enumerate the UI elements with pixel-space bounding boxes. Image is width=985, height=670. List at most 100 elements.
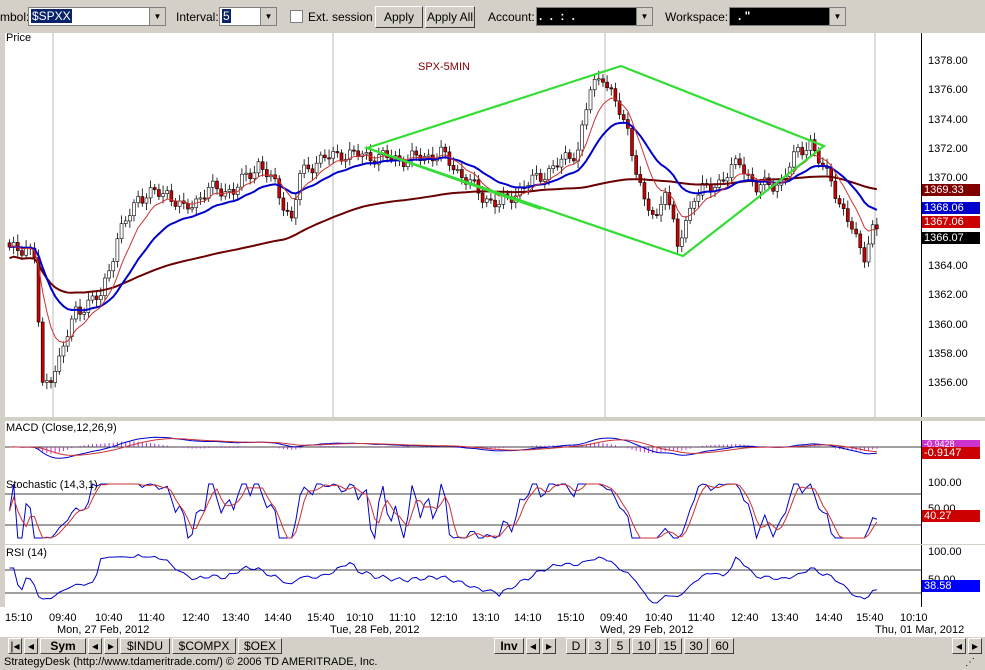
symbol-value[interactable]: $SPXX xyxy=(31,9,72,23)
rsi-chart[interactable] xyxy=(5,545,921,607)
prev-icon[interactable]: ◂ xyxy=(24,638,38,654)
chevron-down-icon[interactable]: ▼ xyxy=(149,8,165,25)
rsi-tick-100: 100.00 xyxy=(928,546,962,558)
time-tick-label: 15:40 xyxy=(856,612,884,624)
price-value-tag: 1366.07 xyxy=(922,232,980,244)
price-panel[interactable]: Price SPX-5MIN xyxy=(5,32,921,417)
candle-body xyxy=(559,158,564,168)
candle-body xyxy=(621,114,626,120)
tab-interval-3[interactable]: 3 xyxy=(588,638,608,654)
candle-body xyxy=(202,197,207,200)
time-tick-label: 14:40 xyxy=(815,612,843,624)
account-combo[interactable]: . . : . ▼ xyxy=(536,7,653,26)
candle-body xyxy=(837,198,842,205)
tab-oex[interactable]: $OEX xyxy=(238,638,282,654)
candle-body xyxy=(530,174,535,186)
chevron-down-icon[interactable]: ▼ xyxy=(260,8,276,25)
ext-session-checkbox[interactable] xyxy=(290,10,303,23)
price-tick: 1356.00 xyxy=(928,377,968,390)
candle-body xyxy=(584,109,589,126)
candle-body xyxy=(841,203,846,209)
tab-interval-60[interactable]: 60 xyxy=(710,638,734,654)
candle-body xyxy=(596,78,601,81)
time-axis xyxy=(0,607,985,637)
candle-body xyxy=(696,194,701,202)
candle-body xyxy=(870,224,875,245)
macd-chart[interactable] xyxy=(5,421,921,478)
candle-body xyxy=(729,164,734,179)
candle-body xyxy=(758,184,763,193)
candle-body xyxy=(709,184,713,192)
candle-body xyxy=(792,151,796,168)
tabs-scroll-left-icon[interactable]: ◂ xyxy=(952,638,966,654)
candle-body xyxy=(132,202,136,216)
tab-interval-5[interactable]: 5 xyxy=(610,638,630,654)
stochastic-panel[interactable]: Stochastic (14,3,1) xyxy=(5,478,921,544)
candle-body xyxy=(489,198,493,201)
candle-body xyxy=(646,198,651,211)
medium-moving-average-line xyxy=(9,121,878,312)
macd-panel[interactable]: MACD (Close,12,26,9) xyxy=(5,421,921,478)
time-tick-label: 10:10 xyxy=(346,612,374,624)
tab-inv[interactable]: Inv xyxy=(494,638,524,654)
candle-body xyxy=(152,187,157,190)
candle-body xyxy=(700,183,705,196)
rsi-panel[interactable]: RSI (14) xyxy=(5,545,921,607)
tab-interval-10[interactable]: 10 xyxy=(632,638,656,654)
stoch-tick-100: 100.00 xyxy=(928,477,962,489)
inv-prev-icon[interactable]: ◂ xyxy=(526,638,540,654)
diamond-pattern-outline xyxy=(363,64,827,258)
tab-compx[interactable]: $COMPX xyxy=(172,638,236,654)
tab-interval-d[interactable]: D xyxy=(566,638,586,654)
candle-body xyxy=(61,345,66,357)
symbol-combo[interactable]: $SPXX ▼ xyxy=(28,7,166,26)
prev-tab-icon[interactable]: ◂ xyxy=(88,638,102,654)
chevron-down-icon[interactable]: ▼ xyxy=(636,8,652,25)
tab-sym[interactable]: Sym xyxy=(40,638,86,654)
workspace-combo[interactable]: . " ▼ xyxy=(729,7,846,26)
candle-body xyxy=(53,371,57,383)
resize-grip-icon[interactable]: ⋰ xyxy=(965,657,975,668)
candle-body xyxy=(850,221,854,230)
short-moving-average-line xyxy=(9,97,877,343)
candle-body xyxy=(144,197,149,204)
candle-body xyxy=(605,81,609,89)
candle-body xyxy=(804,150,809,156)
macd-title: MACD (Close,12,26,9) xyxy=(6,422,117,434)
rsi-title: RSI (14) xyxy=(6,547,47,559)
interval-combo[interactable]: 5 ▼ xyxy=(219,7,277,26)
candle-body xyxy=(310,168,315,174)
interval-value[interactable]: 5 xyxy=(222,9,231,23)
candle-body xyxy=(426,154,431,157)
candle-body xyxy=(211,180,215,188)
price-tick: 1358.00 xyxy=(928,348,968,360)
tabs-scroll-right-icon[interactable]: ▸ xyxy=(968,638,982,654)
candle-body xyxy=(173,201,178,207)
price-tick: 1374.00 xyxy=(928,113,968,126)
stochastic-chart[interactable] xyxy=(5,478,921,544)
candle-body xyxy=(634,155,638,175)
first-icon[interactable]: |◂ xyxy=(8,638,22,654)
time-tick-label: 14:10 xyxy=(514,612,542,624)
candle-body xyxy=(314,162,319,174)
candle-body xyxy=(264,169,269,178)
candle-body xyxy=(667,192,672,206)
tab-interval-30[interactable]: 30 xyxy=(684,638,708,654)
candle-body xyxy=(796,147,800,153)
tab-indu[interactable]: $INDU xyxy=(120,638,170,654)
inv-next-icon[interactable]: ▸ xyxy=(542,638,556,654)
diamond-pattern-inner-line xyxy=(366,146,542,211)
candle-body xyxy=(742,164,746,175)
candle-body xyxy=(248,172,252,180)
candle-body xyxy=(775,184,780,192)
apply-all-button[interactable]: Apply All xyxy=(425,6,475,28)
candle-body xyxy=(650,210,655,215)
chevron-down-icon[interactable]: ▼ xyxy=(829,8,845,25)
candle-body xyxy=(148,187,153,199)
tab-interval-15[interactable]: 15 xyxy=(658,638,682,654)
next-tab-icon[interactable]: ▸ xyxy=(104,638,118,654)
candle-body xyxy=(136,196,140,204)
candle-body xyxy=(318,154,323,164)
apply-button[interactable]: Apply xyxy=(375,6,423,28)
price-chart[interactable] xyxy=(5,33,921,417)
